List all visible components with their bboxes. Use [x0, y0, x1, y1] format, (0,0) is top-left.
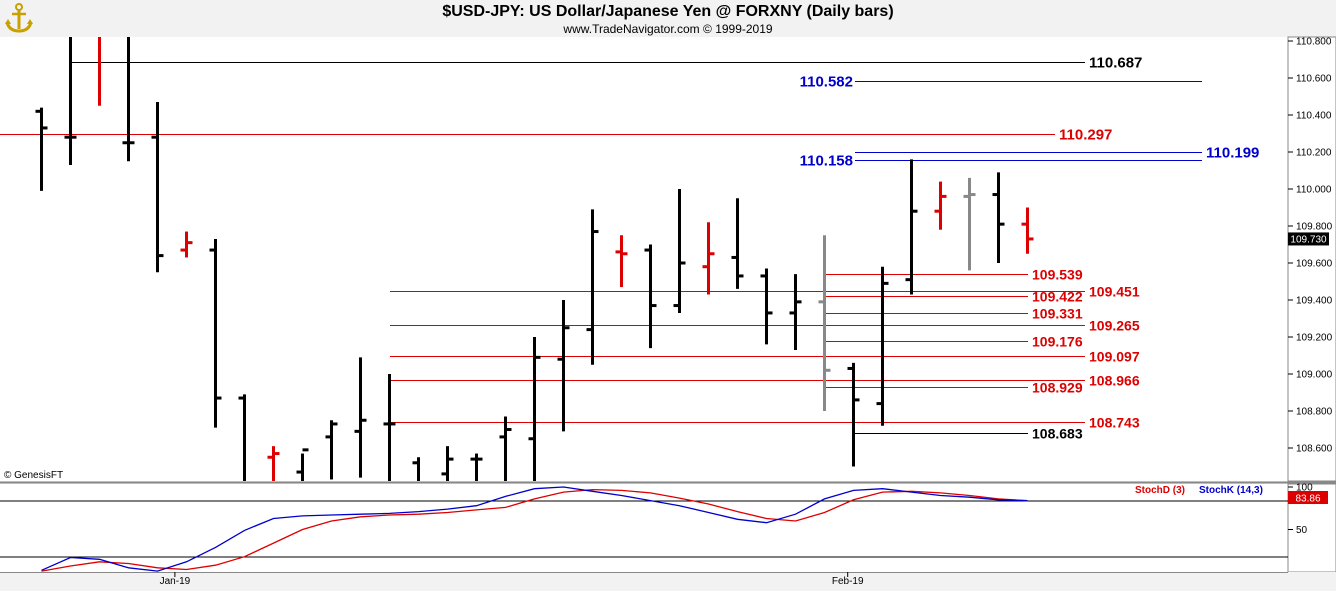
- level-label: 109.539: [1032, 267, 1083, 283]
- stoch-tick-label: 50: [1296, 525, 1308, 536]
- ohlc-bar: [354, 357, 367, 478]
- ohlc-bar: [847, 362, 860, 467]
- time-axis-panel: [0, 572, 1336, 591]
- ohlc-bar: [789, 274, 802, 350]
- ohlc-bar: [180, 231, 193, 258]
- level-label: 109.331: [1032, 306, 1083, 322]
- ohlc-bar: [151, 102, 164, 273]
- ohlc-bar: [528, 337, 541, 481]
- ohlc-bar: [586, 209, 599, 365]
- level-label: 110.199: [1206, 145, 1259, 162]
- ohlc-bar: [470, 453, 483, 481]
- ohlc-bar: [209, 238, 222, 428]
- last-price-label: 109.730: [1290, 234, 1327, 245]
- ohlc-bar: [412, 457, 420, 481]
- ohlc-bar: [963, 177, 976, 271]
- time-tick-label: Feb-19: [832, 576, 864, 587]
- ohlc-bar: [1021, 207, 1034, 254]
- price-tick-label: 109.600: [1296, 259, 1333, 270]
- price-tick-label: 109.800: [1296, 222, 1333, 233]
- price-axis-panel: [1287, 36, 1336, 482]
- price-tick-label: 109.200: [1296, 333, 1333, 344]
- level-label: 108.966: [1089, 373, 1140, 389]
- level-label: 108.929: [1032, 380, 1083, 396]
- anchor-logo-icon: [5, 3, 33, 33]
- level-label: 109.265: [1089, 318, 1140, 334]
- ohlc-bar: [499, 416, 512, 481]
- chart-subtitle: www.TradeNavigator.com © 1999-2019: [563, 22, 773, 36]
- price-tick-label: 109.000: [1296, 370, 1333, 381]
- legend-stochd: StochD (3): [1135, 485, 1185, 496]
- ohlc-bar: [615, 235, 628, 288]
- level-label: 110.687: [1089, 55, 1142, 72]
- price-tick-label: 108.800: [1296, 407, 1333, 418]
- ohlc-bar: [441, 446, 454, 481]
- ohlc-bar: [818, 235, 831, 411]
- stochk-line: [41, 486, 1028, 572]
- ohlc-bar: [644, 244, 657, 349]
- stochd-line: [41, 488, 1028, 572]
- ohlc-bar: [876, 266, 889, 426]
- chart-title: $USD-JPY: US Dollar/Japanese Yen @ FORXN…: [442, 3, 894, 20]
- chart-header: $USD-JPY: US Dollar/Japanese Yen @ FORXN…: [0, 0, 1336, 37]
- ohlc-bar: [122, 37, 135, 162]
- ohlc-bar: [383, 374, 396, 481]
- price-tick-label: 110.600: [1296, 74, 1332, 85]
- ohlc-bar: [35, 107, 48, 191]
- level-label: 109.097: [1089, 349, 1140, 365]
- stoch-last-value-label: 83.86: [1295, 494, 1320, 505]
- time-tick-label: Jan-19: [160, 576, 191, 587]
- price-tick-label: 110.200: [1296, 148, 1332, 159]
- level-label: 110.582: [800, 74, 853, 91]
- ohlc-bar: [267, 446, 280, 481]
- level-label: 109.176: [1032, 334, 1083, 350]
- ohlc-bar: [905, 159, 918, 295]
- ohlc-bar: [296, 448, 309, 481]
- level-label: 109.451: [1089, 284, 1140, 300]
- price-tick-label: 110.800: [1296, 37, 1332, 48]
- ohlc-bar: [934, 181, 947, 230]
- ohlc-bar: [702, 222, 715, 295]
- price-tick-label: 108.600: [1296, 444, 1333, 455]
- ohlc-bar: [760, 268, 773, 345]
- level-label: 108.683: [1032, 426, 1083, 442]
- legend-stochk: StochK (14,3): [1199, 485, 1263, 496]
- level-label: 110.158: [800, 153, 853, 170]
- level-label: 108.743: [1089, 415, 1140, 431]
- price-tick-label: 109.400: [1296, 296, 1333, 307]
- ohlc-bar: [238, 394, 246, 481]
- ohlc-bar: [673, 189, 686, 313]
- ohlc-bar: [731, 198, 744, 289]
- ohlc-bar: [992, 172, 1005, 263]
- price-tick-label: 110.400: [1296, 111, 1332, 122]
- stoch-last-value-marker: [1288, 491, 1328, 504]
- price-tick-label: 110.000: [1296, 185, 1332, 196]
- level-label: 109.422: [1032, 289, 1083, 305]
- ohlc-bar: [325, 420, 338, 480]
- level-label: 110.297: [1059, 127, 1112, 144]
- ohlc-bar: [64, 37, 77, 165]
- ohlc-bar: [557, 300, 570, 432]
- stoch-tick-label: 100: [1296, 483, 1313, 494]
- copyright-label: © GenesisFT: [4, 470, 63, 481]
- last-price-marker: [1288, 232, 1329, 246]
